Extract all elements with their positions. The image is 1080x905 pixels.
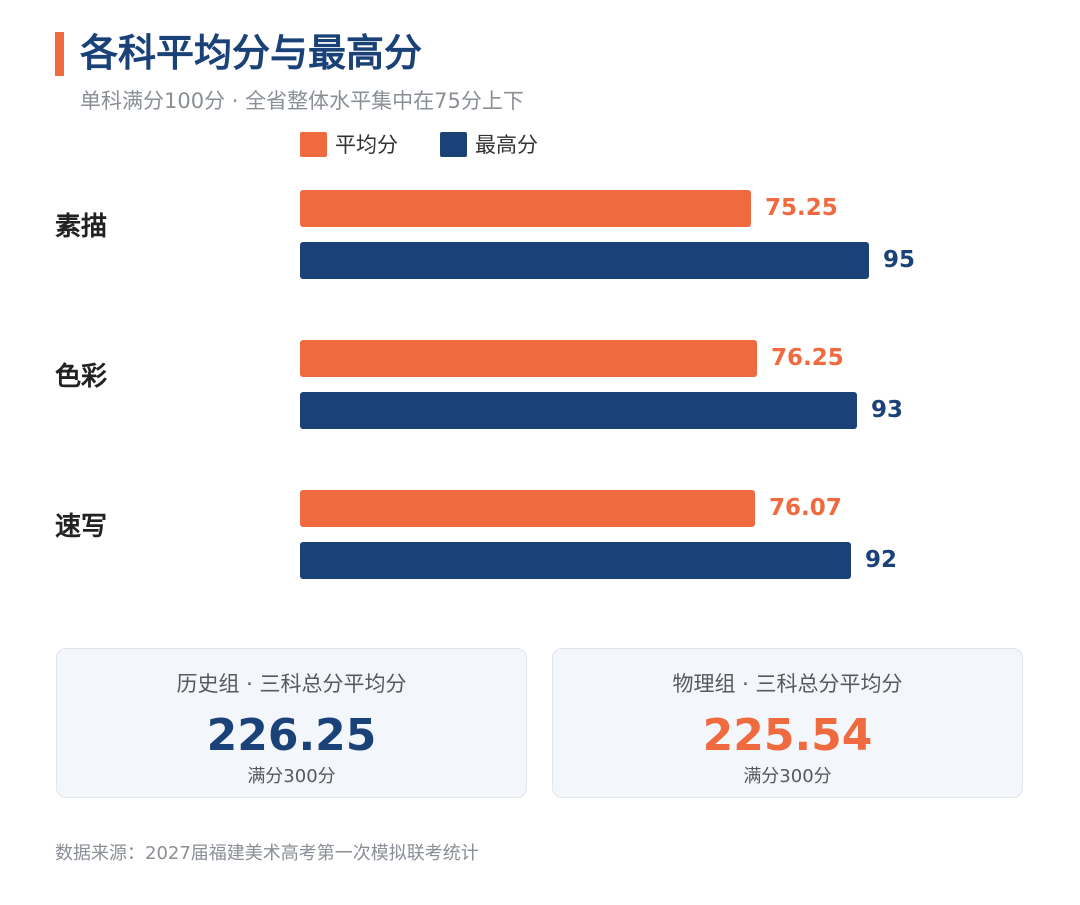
category-label-color: 色彩 <box>55 362 108 392</box>
category-label-quick-sketch: 速写 <box>55 512 108 542</box>
bar-average-sketch <box>300 190 751 227</box>
value-label-average-color: 76.25 <box>771 345 844 371</box>
physics-card-note: 满分300分 <box>743 766 832 787</box>
value-label-max-quick-sketch: 92 <box>865 547 898 573</box>
legend-swatch-max <box>440 131 467 157</box>
category-label-sketch: 素描 <box>55 212 108 242</box>
value-label-average-sketch: 75.25 <box>765 195 838 221</box>
value-label-max-sketch: 95 <box>883 247 916 273</box>
bar-average-color <box>300 340 757 377</box>
history-card-note: 满分300分 <box>247 766 336 787</box>
history-card-title: 历史组 · 三科总分平均分 <box>176 672 407 696</box>
legend-label-average: 平均分 <box>335 133 398 157</box>
bar-average-quick-sketch <box>300 490 755 527</box>
legend-item-average: 平均分 <box>300 131 398 157</box>
legend-label-max: 最高分 <box>475 133 538 157</box>
legend-swatch-average <box>300 131 327 157</box>
value-label-max-color: 93 <box>871 397 904 423</box>
bar-max-quick-sketch <box>300 542 851 579</box>
data-source-note: 数据来源：2027届福建美术高考第一次模拟联考统计 <box>55 843 479 864</box>
page-subtitle: 单科满分100分 · 全省整体水平集中在75分上下 <box>80 89 524 113</box>
title-accent-bar <box>55 32 64 76</box>
legend-item-max: 最高分 <box>440 131 538 157</box>
physics-card-title: 物理组 · 三科总分平均分 <box>672 672 903 696</box>
physics-group-card: 物理组 · 三科总分平均分 225.54 满分300分 <box>552 648 1023 798</box>
bar-max-color <box>300 392 857 429</box>
value-label-average-quick-sketch: 76.07 <box>769 495 842 521</box>
bar-max-sketch <box>300 242 869 279</box>
history-group-card: 历史组 · 三科总分平均分 226.25 满分300分 <box>56 648 527 798</box>
history-card-value: 226.25 <box>206 710 377 761</box>
page-title: 各科平均分与最高分 <box>80 31 423 75</box>
physics-card-value: 225.54 <box>702 710 873 761</box>
